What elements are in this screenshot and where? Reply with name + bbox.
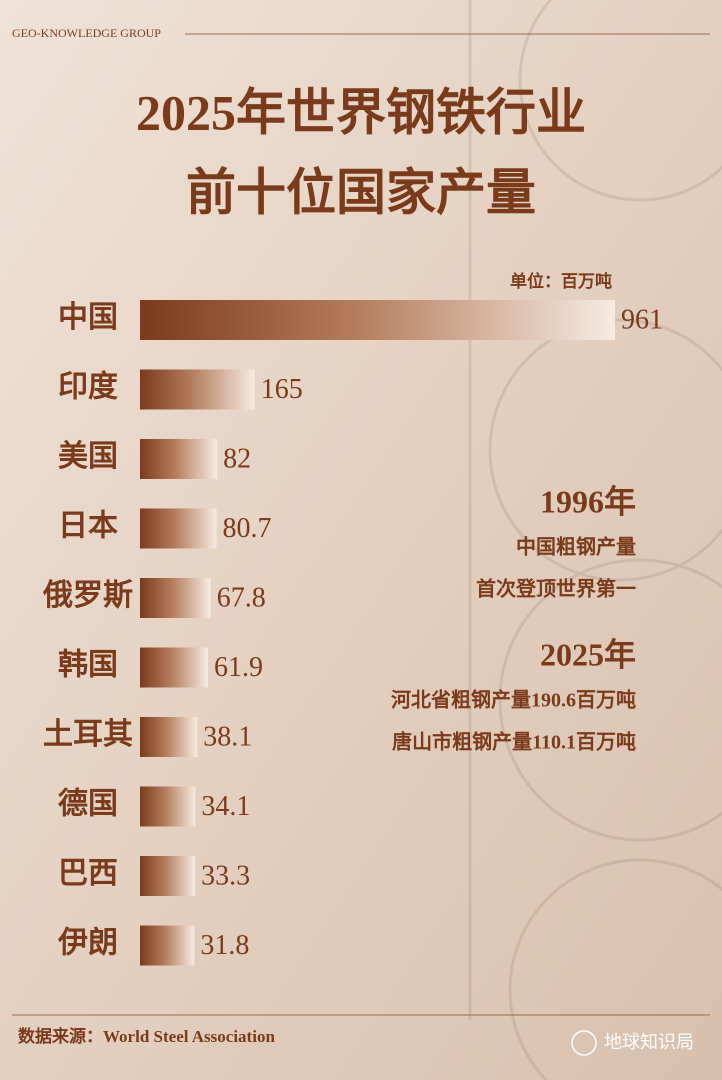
category-label: 印度	[58, 370, 118, 403]
bar	[140, 717, 198, 757]
value-label: 961	[621, 304, 663, 335]
brand: 地球知识局	[604, 1032, 694, 1052]
unit-label: 单位：百万吨	[510, 271, 612, 291]
header: GEO-KNOWLEDGE GROUP	[12, 26, 161, 40]
title-line: 前十位国家产量	[186, 164, 536, 220]
source: 数据来源：World Steel Association	[18, 1026, 275, 1046]
bar	[140, 300, 615, 340]
background-decor	[468, 0, 722, 1080]
category-label: 中国	[58, 301, 118, 334]
bar	[140, 647, 209, 688]
value-label: 80.7	[223, 513, 272, 544]
annotation-line: 唐山市粗钢产量110.1百万吨	[392, 730, 636, 754]
value-label: 61.9	[214, 652, 263, 683]
category-label: 德国	[58, 787, 118, 820]
category-label: 土耳其	[43, 718, 133, 751]
category-label: 美国	[58, 439, 118, 473]
bar	[140, 578, 211, 618]
category-label: 俄罗斯	[42, 579, 133, 612]
value-label: 33.3	[201, 860, 250, 891]
bar	[140, 856, 196, 896]
brand-logo	[571, 1030, 597, 1056]
category-label: 巴西	[58, 857, 118, 890]
annotation-line: 首次登顶世界第一	[476, 577, 636, 601]
value-label: 31.8	[200, 930, 249, 961]
annotation-line: 中国粗钢产量	[516, 535, 636, 559]
value-label: 38.1	[203, 721, 252, 752]
category-label: 日本	[58, 509, 118, 542]
category-label: 伊朗	[57, 926, 118, 959]
bar	[140, 925, 195, 966]
value-label: 67.8	[217, 582, 266, 613]
value-label: 34.1	[201, 791, 250, 822]
bar	[140, 508, 217, 549]
annotation-title: 2025年	[540, 636, 636, 672]
bar	[140, 439, 218, 479]
category-label: 韩国	[58, 648, 118, 681]
value-label: 82	[223, 443, 251, 474]
title-line: 2025年世界钢铁行业	[136, 84, 586, 140]
annotation-title: 1996年	[540, 483, 636, 519]
bar	[140, 369, 255, 410]
annotation-line: 河北省粗钢产量190.6百万吨	[391, 688, 636, 712]
bar	[140, 786, 196, 827]
value-label: 165	[261, 374, 303, 405]
